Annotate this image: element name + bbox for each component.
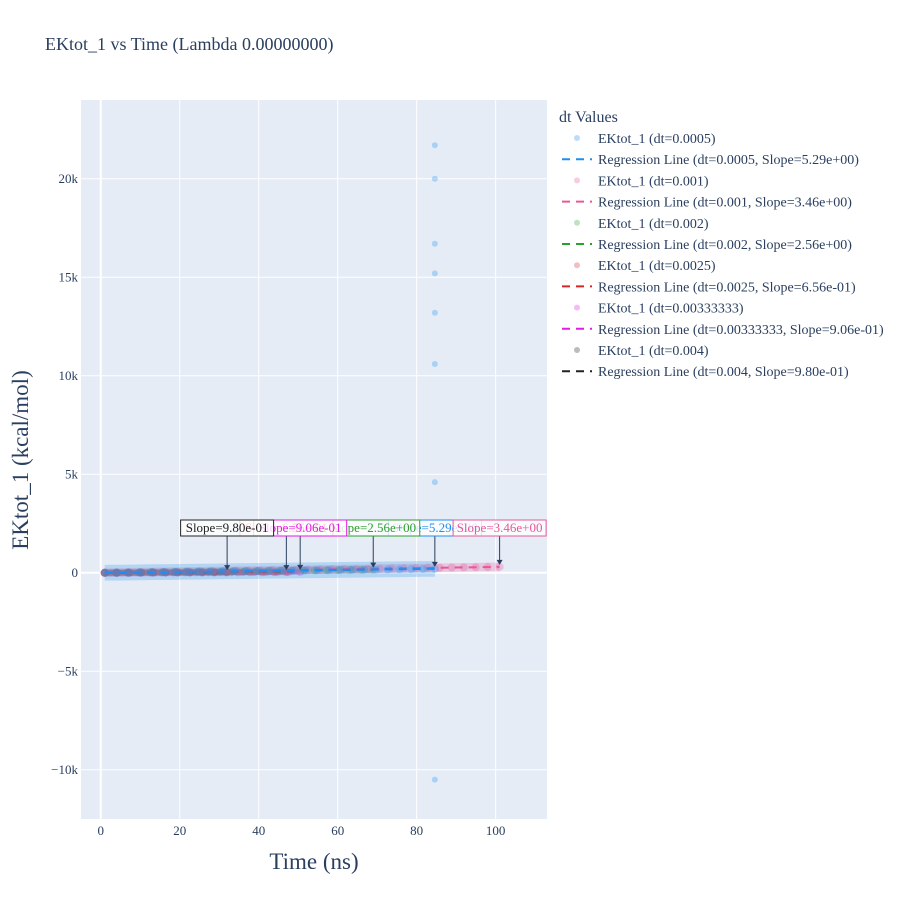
legend-label: Regression Line (dt=0.0025, Slope=6.56e-… bbox=[598, 280, 856, 295]
legend-label: Regression Line (dt=0.002, Slope=2.56e+0… bbox=[598, 238, 852, 253]
legend-label: Regression Line (dt=0.004, Slope=9.80e-0… bbox=[598, 365, 849, 380]
y-axis-title: EKtot_1 (kcal/mol) bbox=[8, 370, 33, 550]
legend-label: Regression Line (dt=0.0005, Slope=5.29e+… bbox=[598, 153, 859, 168]
y-tick-label: 10k bbox=[59, 368, 79, 383]
legend-marker bbox=[574, 347, 580, 353]
outlier-point bbox=[432, 777, 438, 783]
legend-item[interactable]: EKtot_1 (dt=0.004) bbox=[574, 344, 709, 359]
legend-item[interactable]: Regression Line (dt=0.001, Slope=3.46e+0… bbox=[562, 196, 852, 211]
data-point bbox=[266, 567, 274, 575]
data-point bbox=[448, 564, 456, 572]
legend-label: EKtot_1 (dt=0.002) bbox=[598, 217, 709, 232]
legend-item[interactable]: EKtot_1 (dt=0.001) bbox=[574, 174, 709, 189]
legend-label: EKtot_1 (dt=0.001) bbox=[598, 174, 709, 189]
legend-item[interactable]: Regression Line (dt=0.00333333, Slope=9.… bbox=[562, 323, 884, 338]
x-axis: 0 20 40 60 80 100 bbox=[97, 823, 505, 838]
y-tick-label: −5k bbox=[58, 663, 79, 678]
legend-label: EKtot_1 (dt=0.00333333) bbox=[598, 302, 744, 317]
legend-item[interactable]: EKtot_1 (dt=0.002) bbox=[574, 217, 709, 232]
x-axis-title: Time (ns) bbox=[269, 849, 358, 874]
legend-marker bbox=[574, 135, 580, 141]
x-tick-label: 100 bbox=[486, 823, 506, 838]
legend-item[interactable]: Regression Line (dt=0.0005, Slope=5.29e+… bbox=[562, 153, 859, 168]
annotation-text: Slope=3.46e+00 bbox=[457, 520, 543, 535]
legend-label: EKtot_1 (dt=0.0005) bbox=[598, 132, 716, 147]
y-tick-label: −10k bbox=[51, 762, 78, 777]
y-tick-label: 5k bbox=[65, 466, 79, 481]
x-tick-label: 80 bbox=[410, 823, 423, 838]
outlier-point bbox=[432, 310, 438, 316]
legend-marker bbox=[574, 305, 580, 311]
legend-label: EKtot_1 (dt=0.004) bbox=[598, 344, 709, 359]
y-tick-label: 0 bbox=[72, 565, 79, 580]
outlier-point bbox=[432, 241, 438, 247]
legend[interactable]: EKtot_1 (dt=0.0005) Regression Line (dt=0… bbox=[562, 132, 884, 380]
legend-item[interactable]: Regression Line (dt=0.002, Slope=2.56e+0… bbox=[562, 238, 852, 253]
legend-item[interactable]: EKtot_1 (dt=0.0025) bbox=[574, 259, 716, 274]
outlier-point bbox=[432, 361, 438, 367]
y-tick-label: 15k bbox=[59, 269, 79, 284]
plot-background bbox=[81, 100, 547, 819]
legend-label: EKtot_1 (dt=0.0025) bbox=[598, 259, 716, 274]
x-tick-label: 20 bbox=[173, 823, 186, 838]
outlier-point bbox=[432, 176, 438, 182]
legend-marker bbox=[574, 177, 580, 183]
y-axis: −10k −5k 0 5k 10k 15k 20k bbox=[51, 171, 78, 777]
legend-marker bbox=[574, 220, 580, 226]
legend-label: Regression Line (dt=0.001, Slope=3.46e+0… bbox=[598, 196, 852, 211]
outlier-point bbox=[432, 270, 438, 276]
legend-item[interactable]: EKtot_1 (dt=0.0005) bbox=[574, 132, 716, 147]
y-tick-label: 20k bbox=[59, 171, 79, 186]
x-tick-label: 60 bbox=[331, 823, 344, 838]
legend-marker bbox=[574, 262, 580, 268]
chart-title: EKtot_1 vs Time (Lambda 0.00000000) bbox=[45, 34, 334, 55]
annotation-text: Slope=9.80e-01 bbox=[186, 520, 269, 535]
outlier-point bbox=[432, 479, 438, 485]
legend-label: Regression Line (dt=0.00333333, Slope=9.… bbox=[598, 323, 884, 338]
outlier-point bbox=[432, 142, 438, 148]
legend-item[interactable]: EKtot_1 (dt=0.00333333) bbox=[574, 302, 744, 317]
x-tick-label: 0 bbox=[97, 823, 104, 838]
legend-item[interactable]: Regression Line (dt=0.004, Slope=9.80e-0… bbox=[562, 365, 849, 380]
legend-title: dt Values bbox=[559, 109, 618, 126]
x-tick-label: 40 bbox=[252, 823, 265, 838]
legend-item[interactable]: Regression Line (dt=0.0025, Slope=6.56e-… bbox=[562, 280, 856, 295]
